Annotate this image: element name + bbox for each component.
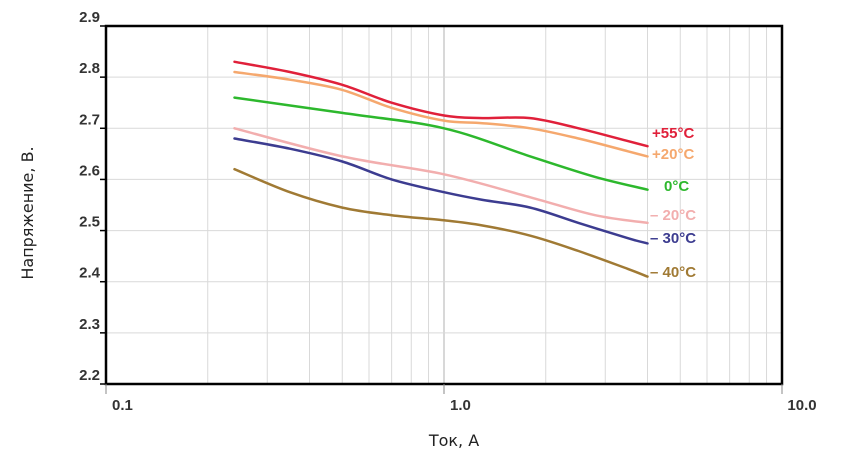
series-lines xyxy=(233,60,649,278)
x-axis-ticks: 0.1 1.0 10.0 xyxy=(105,384,817,414)
y-tick-label: 2.2 xyxy=(79,367,100,384)
series-label: +55°C xyxy=(652,125,694,142)
series-line xyxy=(233,96,649,191)
x-tick-label: 1.0 xyxy=(450,397,471,414)
series-labels: +55°C +20°C 0°C – 20°C – 30°C – 40°C xyxy=(650,125,696,281)
y-tick-label: 2.4 xyxy=(79,265,101,282)
grid xyxy=(106,25,782,385)
y-tick-label: 2.5 xyxy=(79,214,100,231)
x-tick-label: 10.0 xyxy=(787,397,816,414)
y-axis-ticks: 2.2 2.3 2.4 2.5 2.6 2.7 2.8 2.9 xyxy=(79,9,106,385)
series-label: +20°C xyxy=(652,146,694,163)
x-axis-label: Ток, А xyxy=(428,431,479,450)
series-label: 0°C xyxy=(664,178,689,195)
y-tick-label: 2.6 xyxy=(79,162,100,179)
series-line xyxy=(233,127,649,225)
y-axis-label: Напряжение, В. xyxy=(18,146,37,279)
y-tick-label: 2.9 xyxy=(79,9,100,26)
series-line xyxy=(233,60,649,148)
series-line xyxy=(233,70,649,158)
series-label: – 40°C xyxy=(650,264,696,281)
y-tick-label: 2.3 xyxy=(79,316,100,333)
x-tick-label: 0.1 xyxy=(112,397,133,414)
series-label: – 30°C xyxy=(650,230,696,247)
y-tick-label: 2.7 xyxy=(79,111,100,128)
series-label: – 20°C xyxy=(650,207,696,224)
series-line xyxy=(233,137,649,245)
y-tick-label: 2.8 xyxy=(79,60,100,77)
series-line xyxy=(233,167,649,278)
